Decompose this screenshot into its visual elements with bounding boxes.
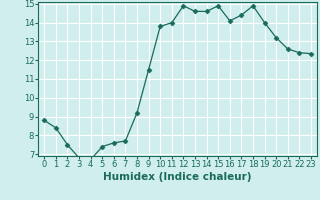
X-axis label: Humidex (Indice chaleur): Humidex (Indice chaleur): [103, 172, 252, 182]
